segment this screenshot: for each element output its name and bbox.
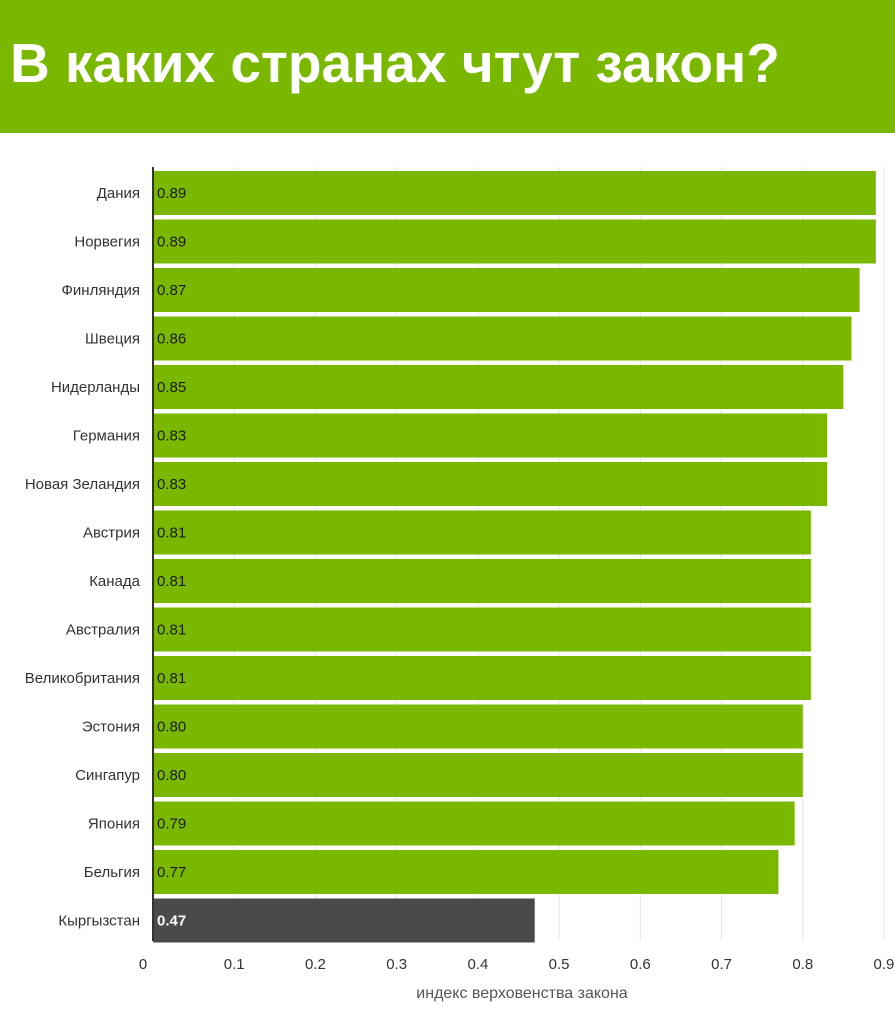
data-label: 0.81 (157, 670, 186, 687)
category-label: Бельгия (84, 864, 140, 881)
category-label: Германия (73, 428, 140, 445)
bar-chart: Дания 0.89 Норвегия 0.89 Финляндия 0.87 Швеция… (25, 167, 895, 1002)
data-label: 0.89 (157, 185, 186, 202)
bar (153, 268, 860, 312)
category-label: Великобритания (25, 670, 140, 687)
x-tick-label: 0.9 (874, 956, 895, 973)
bar (153, 413, 828, 458)
data-label: 0.80 (157, 767, 186, 784)
data-label: 0.87 (157, 282, 186, 299)
data-label: 0.85 (157, 379, 186, 396)
bar (153, 559, 811, 603)
bar (153, 316, 852, 361)
bar (153, 219, 876, 264)
data-label: 0.81 (157, 622, 186, 639)
data-label: 0.83 (157, 476, 186, 493)
category-label: Канада (89, 573, 140, 590)
bar (153, 704, 803, 749)
header-banner: В каких странах чтут закон? (0, 0, 895, 133)
data-label: 0.86 (157, 331, 186, 348)
x-axis-title: индекс верховенства закона (416, 985, 627, 1002)
bar (153, 753, 803, 797)
category-label: Новая Зеландия (25, 476, 140, 493)
category-label: Финляндия (62, 282, 140, 299)
data-label: 0.89 (157, 234, 186, 251)
x-tick-label: 0.1 (224, 956, 245, 973)
category-label: Норвегия (74, 234, 140, 251)
category-label: Кыргызстан (58, 913, 140, 930)
data-label: 0.47 (157, 913, 186, 930)
category-label: Швеция (85, 331, 140, 348)
x-tick-label: 0.4 (467, 956, 488, 973)
x-tick-label: 0.6 (630, 956, 651, 973)
x-tick-label: 0.2 (305, 956, 326, 973)
category-label: Австрия (83, 525, 140, 542)
bar (153, 510, 811, 555)
data-label: 0.81 (157, 525, 186, 542)
category-label: Сингапур (75, 767, 140, 784)
bar (153, 898, 535, 943)
category-label: Дания (97, 185, 140, 202)
x-tick-label: 0.7 (711, 956, 732, 973)
data-label: 0.80 (157, 719, 186, 736)
bar (153, 607, 811, 652)
data-label: 0.77 (157, 864, 186, 881)
bar (153, 365, 844, 409)
category-label: Австралия (66, 622, 140, 639)
category-label: Эстония (82, 719, 140, 736)
data-label: 0.79 (157, 816, 186, 833)
category-label: Япония (88, 816, 140, 833)
x-tick-label: 0.8 (792, 956, 813, 973)
x-tick-label: 0 (139, 956, 147, 973)
bar (153, 462, 828, 506)
bar (153, 171, 876, 215)
bar (153, 656, 811, 700)
chart-area: Дания 0.89 Норвегия 0.89 Финляндия 0.87 Швеция… (0, 133, 895, 1023)
category-label: Нидерланды (51, 379, 140, 396)
chart-title: В каких странах чтут закон? (10, 32, 780, 94)
bar (153, 801, 795, 846)
x-tick-label: 0.3 (386, 956, 407, 973)
x-tick-label: 0.5 (549, 956, 570, 973)
data-label: 0.83 (157, 428, 186, 445)
bar (153, 850, 779, 894)
data-label: 0.81 (157, 573, 186, 590)
